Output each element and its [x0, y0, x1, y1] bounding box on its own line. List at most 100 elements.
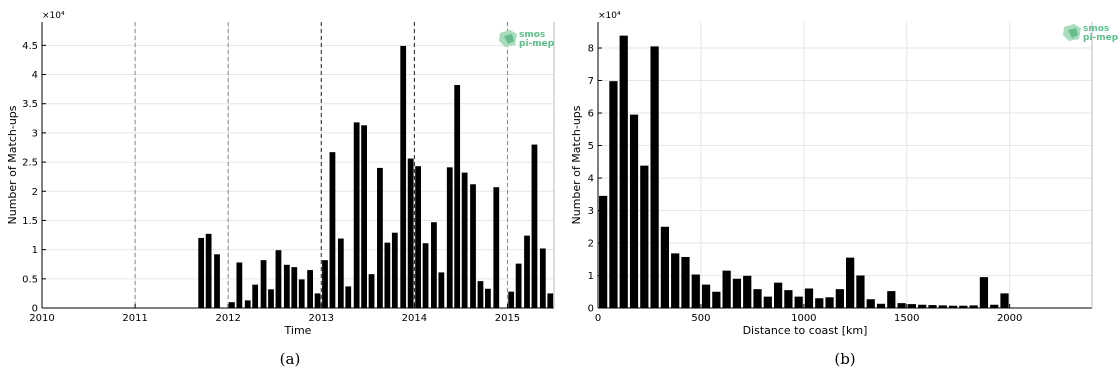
bar [283, 264, 290, 308]
bar [650, 46, 659, 308]
bar [275, 250, 282, 308]
x-tick-label: 2013 [309, 313, 334, 324]
bar [619, 35, 628, 309]
bar [712, 291, 721, 308]
bar [969, 305, 978, 308]
bar [835, 289, 844, 308]
bar [260, 260, 267, 308]
bar [268, 289, 274, 308]
bar [515, 263, 522, 308]
caption: (a) [280, 350, 301, 368]
bar [671, 253, 680, 308]
x-axis-label: Distance to coast [km] [743, 324, 868, 337]
y-tick-label: 0 [588, 304, 594, 315]
y-tick-label: 5 [588, 141, 594, 152]
y-tick-label: 0.5 [22, 274, 38, 285]
bar [918, 304, 927, 308]
x-tick-label: 500 [691, 313, 710, 324]
bar [979, 277, 989, 308]
bar [629, 114, 639, 308]
bar [377, 167, 383, 308]
bar [353, 122, 360, 308]
bar [660, 226, 670, 308]
bar [431, 222, 437, 308]
y-tick-label: 2.5 [22, 158, 38, 169]
bar [422, 243, 429, 308]
y-tick-label: 2 [32, 187, 38, 198]
bar [314, 293, 321, 308]
bar [897, 303, 906, 308]
bar [477, 281, 484, 308]
x-tick-label: 2011 [122, 313, 147, 324]
bar [732, 278, 742, 308]
bar [856, 275, 865, 308]
bar [391, 232, 398, 308]
bar [454, 85, 461, 308]
x-tick-label: 2012 [215, 313, 240, 324]
bar [753, 289, 762, 308]
bar [229, 302, 235, 308]
bar [307, 270, 313, 308]
y-tick-label: 3 [588, 206, 594, 217]
logo-shape-inner-icon [504, 34, 514, 44]
bar [743, 275, 752, 308]
y-tick-label: 4 [588, 174, 594, 185]
bar [361, 125, 367, 308]
bar [322, 260, 328, 308]
bar [804, 288, 814, 308]
bar [400, 45, 407, 309]
bar [539, 248, 546, 308]
y-tick-label: 1 [32, 245, 38, 256]
bar [461, 172, 468, 308]
bar [493, 187, 500, 308]
bar [244, 300, 251, 308]
bar [794, 296, 803, 308]
bar [938, 305, 947, 308]
logo-shape-inner-icon [1068, 28, 1078, 38]
bar [547, 293, 554, 308]
bar [407, 158, 414, 308]
bar [236, 262, 243, 308]
bar [691, 274, 700, 308]
y-tick-label: 4 [32, 70, 38, 81]
bar [959, 305, 968, 308]
y-tick-label: 4.5 [22, 41, 38, 52]
bar [876, 303, 886, 308]
bar [531, 144, 538, 308]
bar [485, 288, 491, 308]
bar [524, 235, 530, 308]
caption: (b) [834, 350, 855, 368]
bar [345, 286, 352, 308]
bar [846, 257, 855, 308]
bar [701, 284, 711, 308]
y-axis-label: Number of Match-ups [570, 105, 583, 224]
bar [815, 298, 824, 308]
bar [252, 284, 259, 308]
chart-panel-a: 0 0.5 1 1.5 2 2.5 3 3.5 4 4.5 2010 2011 2012 2013 2014… [6, 11, 555, 368]
bar [825, 297, 834, 308]
bar [368, 274, 375, 308]
logo-text-smos: smos [519, 30, 545, 40]
bar [214, 254, 220, 308]
y-tick-label: 6 [588, 109, 594, 120]
x-tick-label: 1000 [791, 313, 816, 324]
bar [928, 305, 937, 308]
bar [763, 296, 772, 308]
bar [722, 270, 731, 308]
y-tick-label: 8 [588, 44, 594, 55]
bar [948, 305, 958, 308]
bar [337, 238, 344, 308]
logo-text-pi-mep: pi-mep [519, 39, 555, 49]
bar [198, 237, 205, 308]
chart-panel-b: 0 1 2 3 4 5 6 7 8 0 500 1000 1500 2000 ×10⁴ Distance to… [570, 11, 1119, 368]
y-tick-label: 0 [32, 304, 38, 315]
bar [784, 290, 793, 308]
y-axis-label: Number of Match-ups [6, 105, 19, 224]
bar [773, 282, 783, 308]
bar [1000, 293, 1009, 308]
x-tick-label: 0 [595, 313, 601, 324]
y-tick-label: 1 [588, 271, 594, 282]
